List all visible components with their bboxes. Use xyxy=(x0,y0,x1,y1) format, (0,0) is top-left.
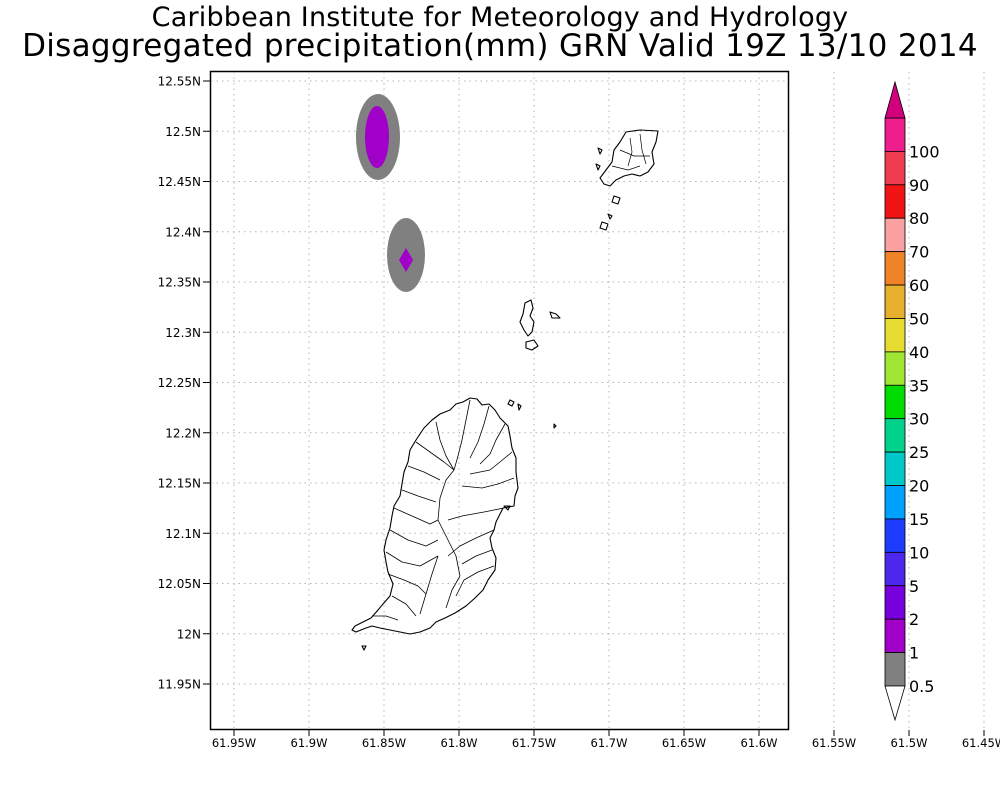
legend-swatch xyxy=(884,485,906,520)
lat-label: 12.55N xyxy=(158,75,201,89)
islet xyxy=(599,221,609,231)
legend-swatch xyxy=(884,251,906,286)
legend-low-arrow xyxy=(884,685,906,722)
lon-label: 61.95W xyxy=(212,736,256,750)
islet xyxy=(607,213,613,220)
islet xyxy=(611,195,621,205)
lat-label: 12.1N xyxy=(165,527,201,541)
lat-label: 12.25N xyxy=(158,376,201,390)
northern-islands xyxy=(599,129,659,187)
islet xyxy=(553,423,557,429)
legend-level-label: 90 xyxy=(909,176,929,195)
map-frame xyxy=(209,70,790,731)
legend-swatch xyxy=(884,184,906,219)
grenada-island xyxy=(351,397,519,635)
islet xyxy=(503,505,511,511)
islet xyxy=(549,311,561,319)
carriacou-island xyxy=(519,299,535,337)
north-cell-inner xyxy=(365,106,389,168)
legend-swatch xyxy=(884,652,906,687)
coastline xyxy=(351,129,659,651)
legend-swatch xyxy=(884,618,906,653)
lat-label: 12.2N xyxy=(165,426,201,440)
legend-level-label: 35 xyxy=(909,376,929,395)
lat-label: 11.95N xyxy=(158,678,201,692)
legend-swatch xyxy=(884,585,906,620)
northern-islands-internal xyxy=(611,133,650,171)
lat-label: 12.05N xyxy=(158,577,201,591)
legend-level-label: 80 xyxy=(909,209,929,228)
islet xyxy=(517,403,522,411)
longitude-labels: 61.95W 61.9W 61.85W 61.8W 61.75W 61.7W 61.65W 6… xyxy=(212,736,1000,750)
legend-high-arrow xyxy=(884,80,906,119)
legend-level-label: 20 xyxy=(909,477,929,496)
lon-label: 61.85W xyxy=(362,736,406,750)
lat-label: 12.5N xyxy=(165,125,201,139)
islet xyxy=(507,399,515,407)
lon-label: 61.6W xyxy=(741,736,778,750)
title-line-2: Disaggregated precipitation(mm) GRN Vali… xyxy=(22,28,978,64)
precipitation-cells xyxy=(356,94,425,292)
legend-level-label: 0.5 xyxy=(909,677,934,696)
lon-label: 61.5W xyxy=(891,736,928,750)
legend-level-label: 70 xyxy=(909,243,929,262)
islet xyxy=(597,147,603,155)
lon-label: 61.75W xyxy=(512,736,556,750)
legend-swatch xyxy=(884,318,906,353)
legend-swatch xyxy=(884,418,906,453)
lat-label: 12.4N xyxy=(165,225,201,239)
legend-level-label: 5 xyxy=(909,577,919,596)
lon-label: 61.9W xyxy=(291,736,328,750)
legend-swatch xyxy=(884,117,906,152)
lon-label: 61.65W xyxy=(662,736,706,750)
legend-swatch xyxy=(884,284,906,319)
title-line-1: Caribbean Institute for Meteorology and … xyxy=(151,2,849,33)
lat-label: 12N xyxy=(177,627,201,641)
lon-label: 61.7W xyxy=(591,736,628,750)
graticule xyxy=(203,72,985,736)
carriacou-island-south xyxy=(525,339,539,351)
lat-label: 12.3N xyxy=(165,326,201,340)
legend-level-label: 2 xyxy=(909,610,919,629)
lon-label: 61.55W xyxy=(812,736,856,750)
lat-label: 12.35N xyxy=(158,276,201,290)
lon-label: 61.8W xyxy=(441,736,478,750)
south-cell-inner xyxy=(399,248,413,272)
latitude-labels: 12.55N 12.5N 12.45N 12.4N 12.35N 12.3N 12.25N 1… xyxy=(158,75,201,692)
legend-level-label: 50 xyxy=(909,309,929,328)
lon-label: 61.45W xyxy=(962,736,1000,750)
legend-swatch xyxy=(884,551,906,587)
legend-level-label: 15 xyxy=(909,510,929,529)
legend-swatch xyxy=(884,151,906,186)
legend-level-label: 1 xyxy=(909,644,919,663)
legend-swatch xyxy=(884,351,906,386)
grenada-internal-boundaries xyxy=(372,399,515,621)
legend-level-label: 60 xyxy=(909,276,929,295)
legend-level-label: 10 xyxy=(909,543,929,562)
islet xyxy=(361,645,367,651)
legend-level-label: 25 xyxy=(909,443,929,462)
lat-label: 12.45N xyxy=(158,175,201,189)
islet xyxy=(595,163,601,171)
legend-level-label: 100 xyxy=(909,142,940,161)
legend-swatch xyxy=(884,451,906,486)
legend-swatch xyxy=(884,518,906,553)
legend-swatch xyxy=(884,217,906,253)
lat-label: 12.15N xyxy=(158,477,201,491)
legend-level-label: 40 xyxy=(909,343,929,362)
legend-swatch xyxy=(884,384,906,420)
legend-level-label: 30 xyxy=(909,410,929,429)
